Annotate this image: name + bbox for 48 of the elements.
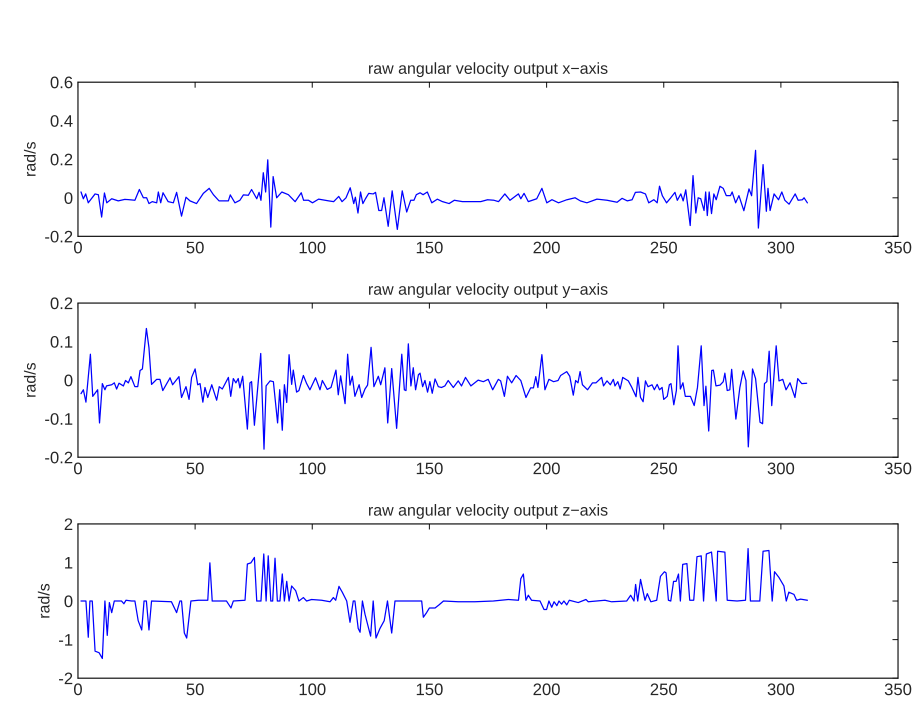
y-axis-title: rad/s	[24, 142, 36, 176]
x-tick-label: 250	[650, 462, 677, 474]
x-tick-label: 350	[884, 462, 912, 474]
x-tick-label: 150	[416, 242, 443, 254]
x-tick-label: 250	[650, 683, 677, 696]
x-tick-label: 300	[768, 242, 794, 254]
y-tick-label: -1	[59, 634, 72, 646]
x-tick-label: 350	[884, 683, 912, 696]
line-series	[80, 548, 808, 660]
y-axis-title: rad/s	[38, 584, 50, 618]
y-tick-label: -0.2	[45, 230, 72, 243]
y-tick-label: -0.1	[45, 413, 72, 425]
line-series	[80, 150, 808, 230]
x-tick-label: 150	[416, 462, 443, 474]
x-tick-label: 100	[300, 242, 326, 254]
x-tick-label: 50	[186, 683, 204, 696]
x-tick-label: 150	[416, 683, 443, 696]
x-tick-label: 300	[768, 462, 794, 474]
x-tick-label: 50	[186, 242, 204, 254]
x-tick-label: 300	[768, 683, 794, 696]
x-tick-label: 200	[534, 683, 560, 696]
x-tick-label: 250	[650, 242, 677, 254]
y-tick-label: -0.2	[45, 452, 72, 464]
y-tick-label: 0.4	[50, 115, 73, 127]
line-series	[80, 328, 808, 450]
x-tick-label: 50	[186, 462, 204, 474]
y-tick-label: 2	[64, 518, 72, 530]
y-tick-label: 0	[64, 595, 72, 608]
x-tick-label: 0	[74, 683, 82, 696]
y-tick-label: 0.1	[50, 336, 72, 348]
x-tick-label: 100	[300, 683, 326, 696]
y-axis-title: rad/s	[24, 362, 36, 397]
x-tick-label: 100	[300, 462, 326, 474]
x-tick-label: 0	[74, 242, 82, 254]
chart-title: raw angular velocity output y−axis	[368, 283, 608, 298]
y-tick-label: 0.2	[50, 154, 72, 166]
y-tick-label: 0.2	[50, 297, 72, 310]
chart-title: raw angular velocity output x−axis	[368, 62, 608, 78]
x-tick-label: 200	[534, 462, 560, 474]
x-tick-label: 350	[884, 242, 912, 254]
y-tick-label: 0	[64, 192, 72, 204]
y-tick-label: 0.6	[50, 76, 72, 88]
y-tick-label: 0	[64, 374, 72, 386]
y-tick-label: 1	[65, 557, 72, 569]
y-tick-label: -2	[59, 672, 72, 684]
x-tick-label: 200	[534, 242, 560, 254]
x-tick-label: 0	[74, 462, 82, 474]
chart-title: raw angular velocity output z−axis	[368, 504, 608, 519]
